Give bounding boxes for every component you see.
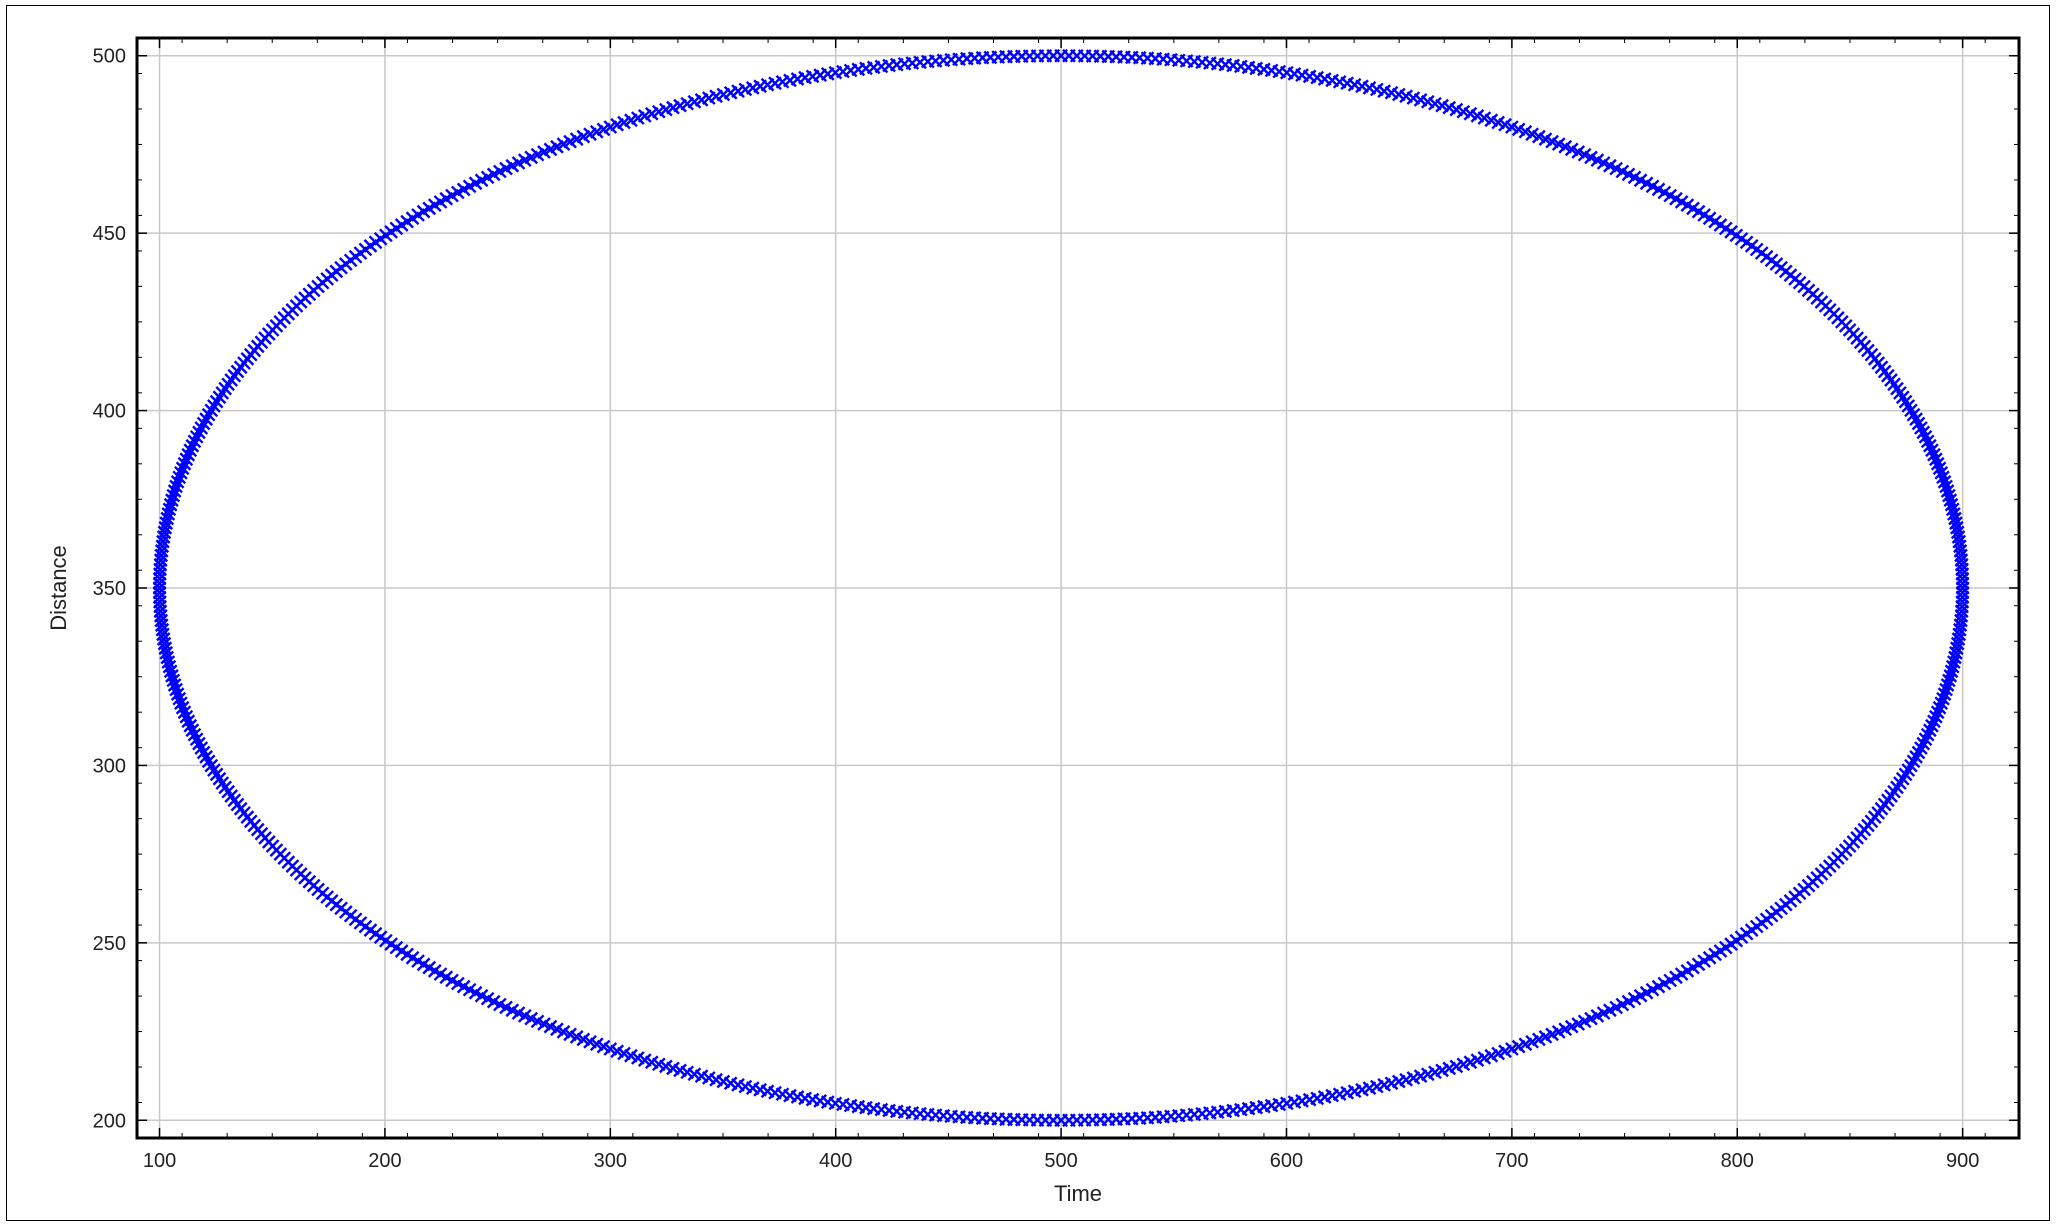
data-points <box>152 48 1970 1128</box>
data-point <box>174 465 188 480</box>
data-point <box>1955 585 1970 600</box>
y-tick-label: 450 <box>93 223 126 245</box>
data-point <box>1942 488 1956 503</box>
x-tick-label: 400 <box>819 1150 852 1172</box>
data-point <box>172 691 187 706</box>
y-tick-label: 350 <box>93 578 126 600</box>
data-point <box>1955 590 1970 605</box>
data-point <box>1934 465 1949 480</box>
data-point <box>1932 700 1947 715</box>
data-point <box>1939 479 1953 494</box>
data-point <box>1937 475 1952 489</box>
data-point <box>174 696 188 711</box>
x-axis-tick-labels: 100 200 300 400 500 600 700 800 900 <box>143 1150 1979 1172</box>
data-point <box>169 682 183 697</box>
data-point <box>1934 696 1949 711</box>
x-axis-label: Time <box>1054 1181 1102 1206</box>
y-tick-label: 200 <box>93 1110 126 1132</box>
data-point <box>1937 687 1952 701</box>
data-point <box>170 475 185 489</box>
y-tick-label: 500 <box>93 46 126 68</box>
x-tick-label: 600 <box>1270 1150 1303 1172</box>
y-tick-label: 300 <box>93 755 126 777</box>
data-point <box>169 479 183 494</box>
data-point <box>1939 682 1953 697</box>
data-point <box>1940 484 1955 498</box>
chart-frame <box>6 5 2050 1221</box>
data-point <box>166 673 181 688</box>
x-tick-label: 100 <box>143 1150 176 1172</box>
x-tick-label: 700 <box>1495 1150 1528 1172</box>
grid-lines <box>137 38 2019 1138</box>
x-tick-label: 900 <box>1946 1150 1979 1172</box>
data-point <box>172 470 187 485</box>
y-axis-tick-labels: 200 250 300 350 400 450 500 <box>93 46 126 1133</box>
data-point <box>1936 691 1950 706</box>
data-point <box>1936 470 1950 485</box>
y-axis-label: Distance <box>46 545 71 631</box>
x-tick-label: 300 <box>594 1150 627 1172</box>
y-tick-label: 250 <box>93 933 126 955</box>
axis-ticks <box>136 37 2019 1139</box>
data-point <box>167 678 182 692</box>
data-point <box>170 687 185 701</box>
x-tick-label: 200 <box>368 1150 401 1172</box>
data-point <box>175 461 190 476</box>
y-tick-label: 400 <box>93 401 126 423</box>
x-tick-label: 800 <box>1721 1150 1754 1172</box>
x-tick-label: 500 <box>1044 1150 1077 1172</box>
